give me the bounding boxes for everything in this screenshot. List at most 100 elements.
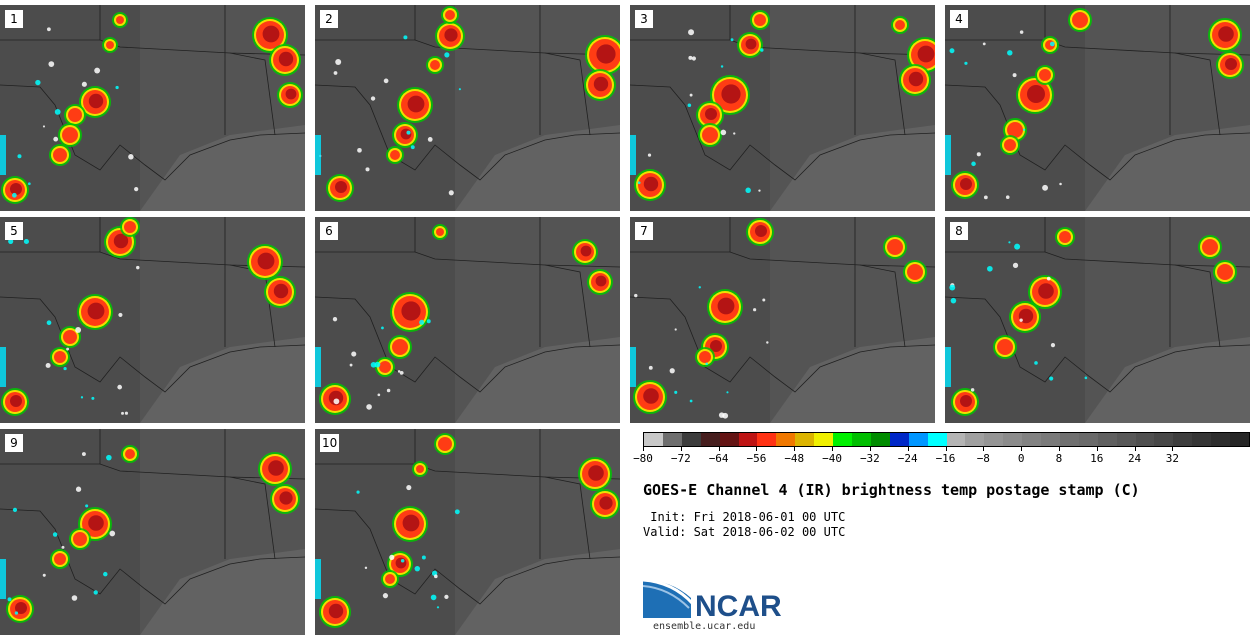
satellite-map-7 [630,217,935,423]
colorbar-tick [1021,446,1023,451]
colorbar-tick [680,446,682,451]
colorbar-tick-label: −8 [976,452,990,465]
satellite-map-10 [315,429,620,635]
colorbar-swatch [1135,433,1155,446]
colorbar-swatch [908,433,928,446]
colorbar-swatch [1003,433,1023,446]
colorbar-tick [718,446,720,451]
colorbar-tick [794,446,796,451]
colorbar-swatch [757,433,777,446]
colorbar-tick-label: −48 [784,452,805,465]
colorbar-swatch [1211,433,1231,446]
colorbar-swatch [1097,433,1117,446]
colorbar-swatch [1192,433,1212,446]
satellite-map-9 [0,429,305,635]
colorbar-swatch [795,433,815,446]
colorbar-swatch [965,433,985,446]
temperature-colorbar [643,432,1250,447]
forecast-panel-10: 10 [315,429,620,635]
panel-number: 4 [950,10,968,28]
forecast-panel-9: 9 [0,429,305,635]
colorbar-tick [907,446,909,451]
colorbar-tick-label: 24 [1127,452,1142,465]
panel-number: 8 [950,222,968,240]
panel-number: 3 [635,10,653,28]
colorbar-swatch [719,433,739,446]
colorbar-tick [1134,446,1136,451]
colorbar-swatch [662,433,682,446]
colorbar-tick-label: −56 [746,452,767,465]
colorbar-tick [983,446,985,451]
colorbar-tick-label: −72 [670,452,691,465]
colorbar-tick-label: −40 [822,452,842,465]
colorbar-swatch [644,433,663,446]
colorbar-tick-label: −32 [859,452,880,465]
colorbar-swatch [1059,433,1079,446]
colorbar-tick-label: 8 [1055,452,1063,465]
colorbar-swatch [681,433,701,446]
colorbar-tick-label: −64 [708,452,729,465]
colorbar-tick-label: −16 [935,452,956,465]
colorbar-swatch [946,433,966,446]
colorbar-swatch [1041,433,1060,446]
colorbar-swatch [700,433,720,446]
colorbar-tick [643,446,644,451]
panel-number: 6 [320,222,338,240]
colorbar-swatch [1173,433,1193,446]
colorbar-tick-label: −24 [897,452,918,465]
colorbar-swatch [927,433,947,446]
colorbar-tick-label: −80 [633,452,653,465]
colorbar-tick [869,446,871,451]
panel-number: 2 [320,10,338,28]
colorbar-swatch [814,433,834,446]
colorbar-swatch [889,433,909,446]
panel-number: 5 [5,222,23,240]
panel-number: 10 [320,434,340,452]
website-url: ensemble.ucar.edu [653,621,756,632]
colorbar-tick [1172,446,1174,451]
satellite-map-1 [0,5,305,211]
init-time: Init: Fri 2018-06-01 00 UTC [643,510,846,524]
satellite-map-2 [315,5,620,211]
satellite-map-8 [945,217,1250,423]
colorbar-tick-label: 0 [1017,452,1025,465]
colorbar-ticks: −80 −72 −64 −56 −48 −40 −32 −24 −16 −8 0 8 16 24 32 [633,446,1248,466]
colorbar-swatch [738,433,758,446]
panel-number: 9 [5,434,23,452]
panel-number: 1 [5,10,23,28]
colorbar-tick [1058,446,1060,451]
logo-text: NCAR [695,590,782,622]
forecast-panel-8: 8 [945,217,1250,423]
satellite-map-6 [315,217,620,423]
colorbar-tick-label: 32 [1165,452,1179,465]
satellite-map-4 [945,5,1250,211]
satellite-map-5 [0,217,305,423]
forecast-panel-5: 5 [0,217,305,423]
colorbar-swatch [984,433,1004,446]
colorbar-swatch [833,433,852,446]
colorbar-swatch [1078,433,1098,446]
colorbar-swatch [851,433,871,446]
forecast-panel-6: 6 [315,217,620,423]
colorbar-swatch [870,433,890,446]
colorbar-swatch [1022,433,1042,446]
plot-title: GOES-E Channel 4 (IR) brightness temp po… [643,481,1140,499]
colorbar-swatch [1230,433,1249,446]
colorbar-tick [1096,446,1098,451]
valid-time: Valid: Sat 2018-06-02 00 UTC [643,525,846,539]
colorbar-swatch [1116,433,1136,446]
forecast-panel-1: 1 [0,5,305,211]
forecast-panel-4: 4 [945,5,1250,211]
satellite-map-3 [630,5,935,211]
forecast-panel-3: 3 [630,5,935,211]
colorbar-tick [832,446,834,451]
colorbar-swatch [776,433,796,446]
forecast-panel-2: 2 [315,5,620,211]
ncar-logo: NCAR [643,578,782,622]
colorbar-tick [945,446,947,451]
colorbar-tick-label: 16 [1090,452,1104,465]
panel-number: 7 [635,222,653,240]
colorbar-swatch [1154,433,1174,446]
colorbar-tick [756,446,758,451]
forecast-panel-7: 7 [630,217,935,423]
